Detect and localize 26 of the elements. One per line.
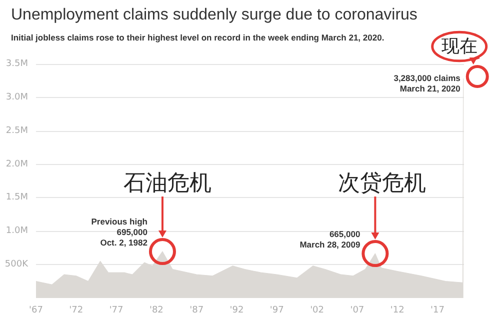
x-tick-label: '92	[230, 306, 244, 316]
y-tick-label: 1.5M	[6, 192, 28, 203]
annotation: 石油危机	[123, 171, 212, 196]
annotation: 665,000 March 28, 2009	[300, 228, 360, 250]
x-tick-label: '17	[430, 306, 444, 316]
x-tick-label: '77	[109, 306, 124, 316]
x-tick-label: '82	[149, 306, 164, 316]
x-tick-label: '02	[310, 306, 324, 316]
x-tick-label: '07	[350, 306, 364, 316]
y-tick-label: 3.0M	[6, 92, 28, 102]
y-tick-label: 3.5M	[6, 59, 28, 69]
annotation: 现在	[441, 36, 478, 58]
y-tick-label: 2.5M	[6, 126, 28, 136]
annotation: Previous high 695,000 Oct. 2, 1982	[91, 216, 148, 248]
annotation: 次贷危机	[338, 171, 426, 196]
chart-title: Unemployment claims suddenly surge due to coronavirus	[11, 6, 418, 24]
chart-subtitle: Initial jobless claims rose to their highest level on record in the week ending March 21, 2020.	[11, 32, 384, 42]
y-tick-label: 1.0M	[6, 226, 28, 236]
x-tick-label: '67	[29, 306, 43, 316]
y-tick-label: 2.0M	[6, 159, 28, 170]
y-tick-label: 500K	[4, 260, 30, 270]
x-tick-label: '97	[270, 306, 284, 316]
x-tick-label: '12	[390, 306, 404, 316]
x-tick-label: '87	[190, 306, 204, 316]
x-tick-label: '72	[69, 306, 84, 316]
annotation: 3,283,000 claims March 21, 2020	[394, 72, 461, 94]
